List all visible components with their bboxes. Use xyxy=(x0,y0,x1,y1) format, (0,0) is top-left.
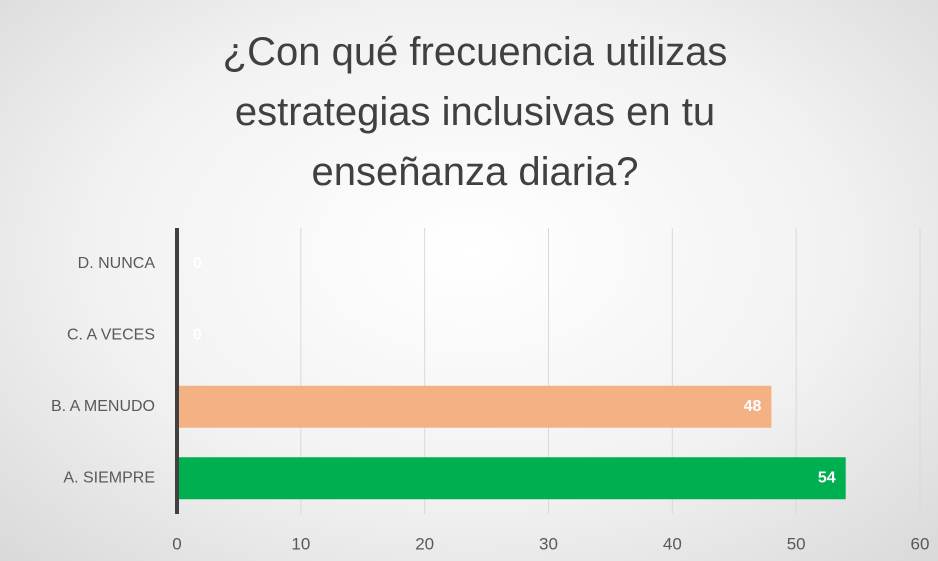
y-tick-label: A. SIEMPRE xyxy=(63,469,155,486)
x-tick-label: 10 xyxy=(291,534,310,553)
data-label: 0 xyxy=(193,255,202,272)
data-label: 0 xyxy=(193,326,202,343)
y-tick-label: C. A VECES xyxy=(67,326,155,343)
x-tick-label: 40 xyxy=(663,534,682,553)
chart-title: ¿Con qué frecuencia utilizas estrategias… xyxy=(222,30,728,194)
data-label: 48 xyxy=(744,398,762,415)
bar xyxy=(177,457,846,500)
y-tick-label: D. NUNCA xyxy=(78,255,156,272)
x-tick-label: 20 xyxy=(415,534,434,553)
x-tick-label: 0 xyxy=(172,534,181,553)
x-tick-label: 50 xyxy=(787,534,806,553)
x-tick-label: 60 xyxy=(911,534,930,553)
x-tick-label: 30 xyxy=(539,534,558,553)
data-label: 54 xyxy=(818,469,836,486)
y-tick-label: B. A MENUDO xyxy=(51,398,155,415)
bar xyxy=(177,385,772,428)
